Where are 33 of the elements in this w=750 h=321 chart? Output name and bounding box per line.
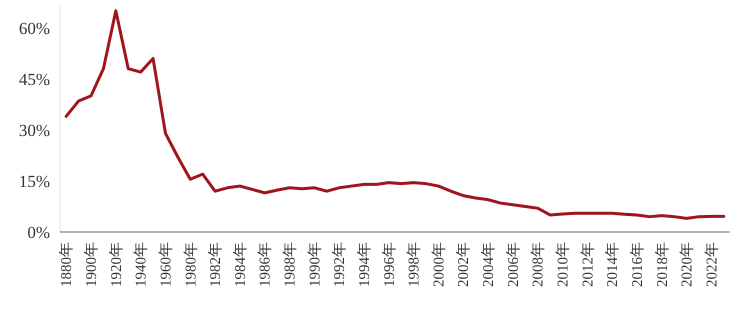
x-tick-label: 1996年 [380,242,398,287]
x-tick-label: 1980年 [182,242,200,287]
x-tick-label: 2016年 [628,242,646,287]
x-tick-label: 2008年 [530,242,547,287]
x-tick-label: 1984年 [232,242,249,287]
x-tick-label: 1982年 [207,242,224,287]
x-tick-label: 2020年 [678,242,696,287]
x-tick-label: 2018年 [654,242,671,287]
y-tick-label: 0% [27,223,50,242]
y-tick-label: 15% [18,172,50,191]
x-tick-label: 1960年 [157,242,174,287]
x-tick-label: 2006年 [504,242,522,287]
x-tick-label: 1990年 [306,242,324,287]
x-tick-label: 2000年 [430,242,448,287]
x-tick-label: 2010年 [554,242,572,287]
x-tick-label: 2004年 [480,242,498,287]
y-tick-label: 60% [18,18,50,38]
x-tick-label: 1880年 [58,242,76,287]
x-tick-label: 1994年 [356,242,373,287]
y-tick-label: 45% [18,70,50,89]
x-tick-label: 2012年 [579,242,596,287]
x-tick-label: 2014年 [604,242,622,287]
x-tick-label: 1988年 [282,242,299,287]
x-tick-label: 2002年 [455,242,472,287]
x-tick-label: 1940年 [132,242,150,287]
x-tick-label: 1992年 [331,242,348,287]
x-tick-label: 1920年 [108,242,125,287]
x-tick-label: 1998年 [406,242,423,287]
x-tick-label: 2022年 [703,242,720,287]
y-tick-label: 30% [18,120,50,140]
x-tick-label: 1986年 [256,242,274,287]
line-series [64,9,726,220]
x-tick-label: 1900年 [83,242,100,287]
